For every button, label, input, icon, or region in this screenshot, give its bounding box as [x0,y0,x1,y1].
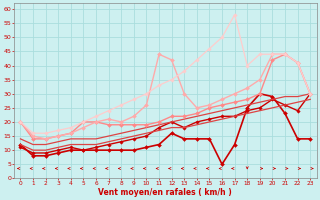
X-axis label: Vent moyen/en rafales ( km/h ): Vent moyen/en rafales ( km/h ) [99,188,232,197]
